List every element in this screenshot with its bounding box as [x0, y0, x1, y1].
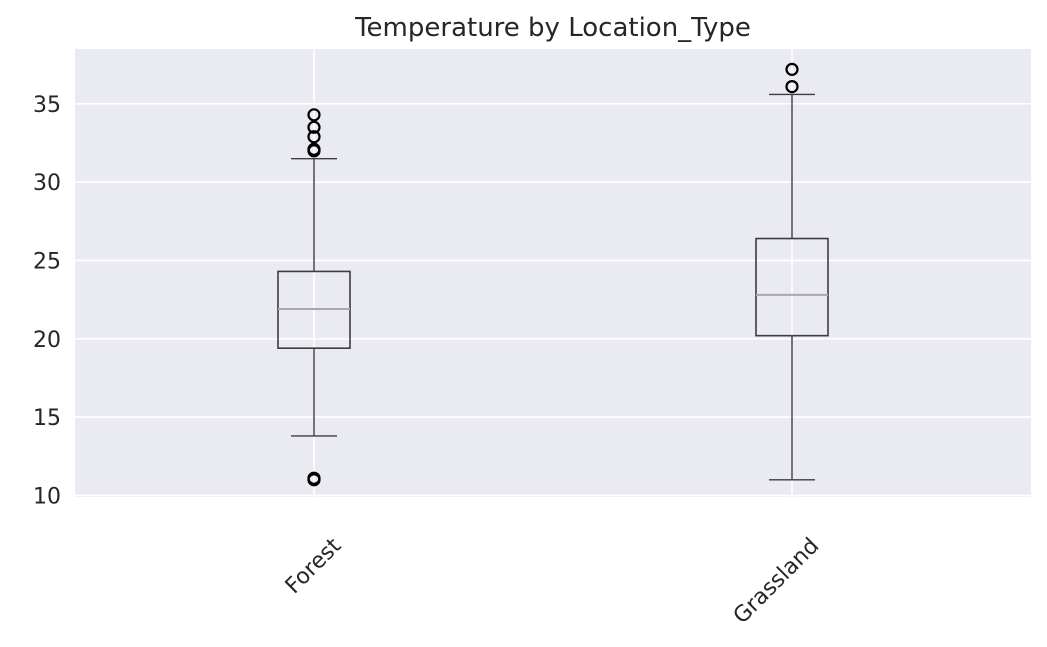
gridlines [75, 49, 1031, 497]
box-grassland [755, 62, 829, 481]
outlier-point [307, 130, 321, 144]
y-tick-label: 35 [33, 93, 61, 118]
y-tick-label: 15 [33, 406, 61, 431]
chart-title: Temperature by Location_Type [354, 13, 751, 43]
x-tick-label: Grassland [729, 534, 824, 629]
x-tick-label: Forest [281, 533, 347, 599]
x-axis-ticks: Forest Grassland [281, 533, 824, 629]
outlier-point [785, 62, 799, 76]
y-tick-label: 25 [33, 249, 61, 274]
outlier-point [785, 79, 799, 94]
y-axis-ticks: 10 15 20 25 30 35 [33, 93, 61, 510]
outlier-point [307, 142, 321, 156]
boxes [277, 62, 829, 487]
iqr-box [755, 237, 829, 337]
plot-area [75, 49, 1031, 497]
outlier-point [307, 120, 321, 134]
y-tick-label: 30 [33, 171, 61, 196]
y-tick-label: 10 [33, 484, 61, 509]
box-forest [277, 108, 351, 487]
outlier-point [307, 471, 321, 485]
outlier-point [307, 108, 321, 122]
y-tick-label: 20 [33, 328, 61, 353]
